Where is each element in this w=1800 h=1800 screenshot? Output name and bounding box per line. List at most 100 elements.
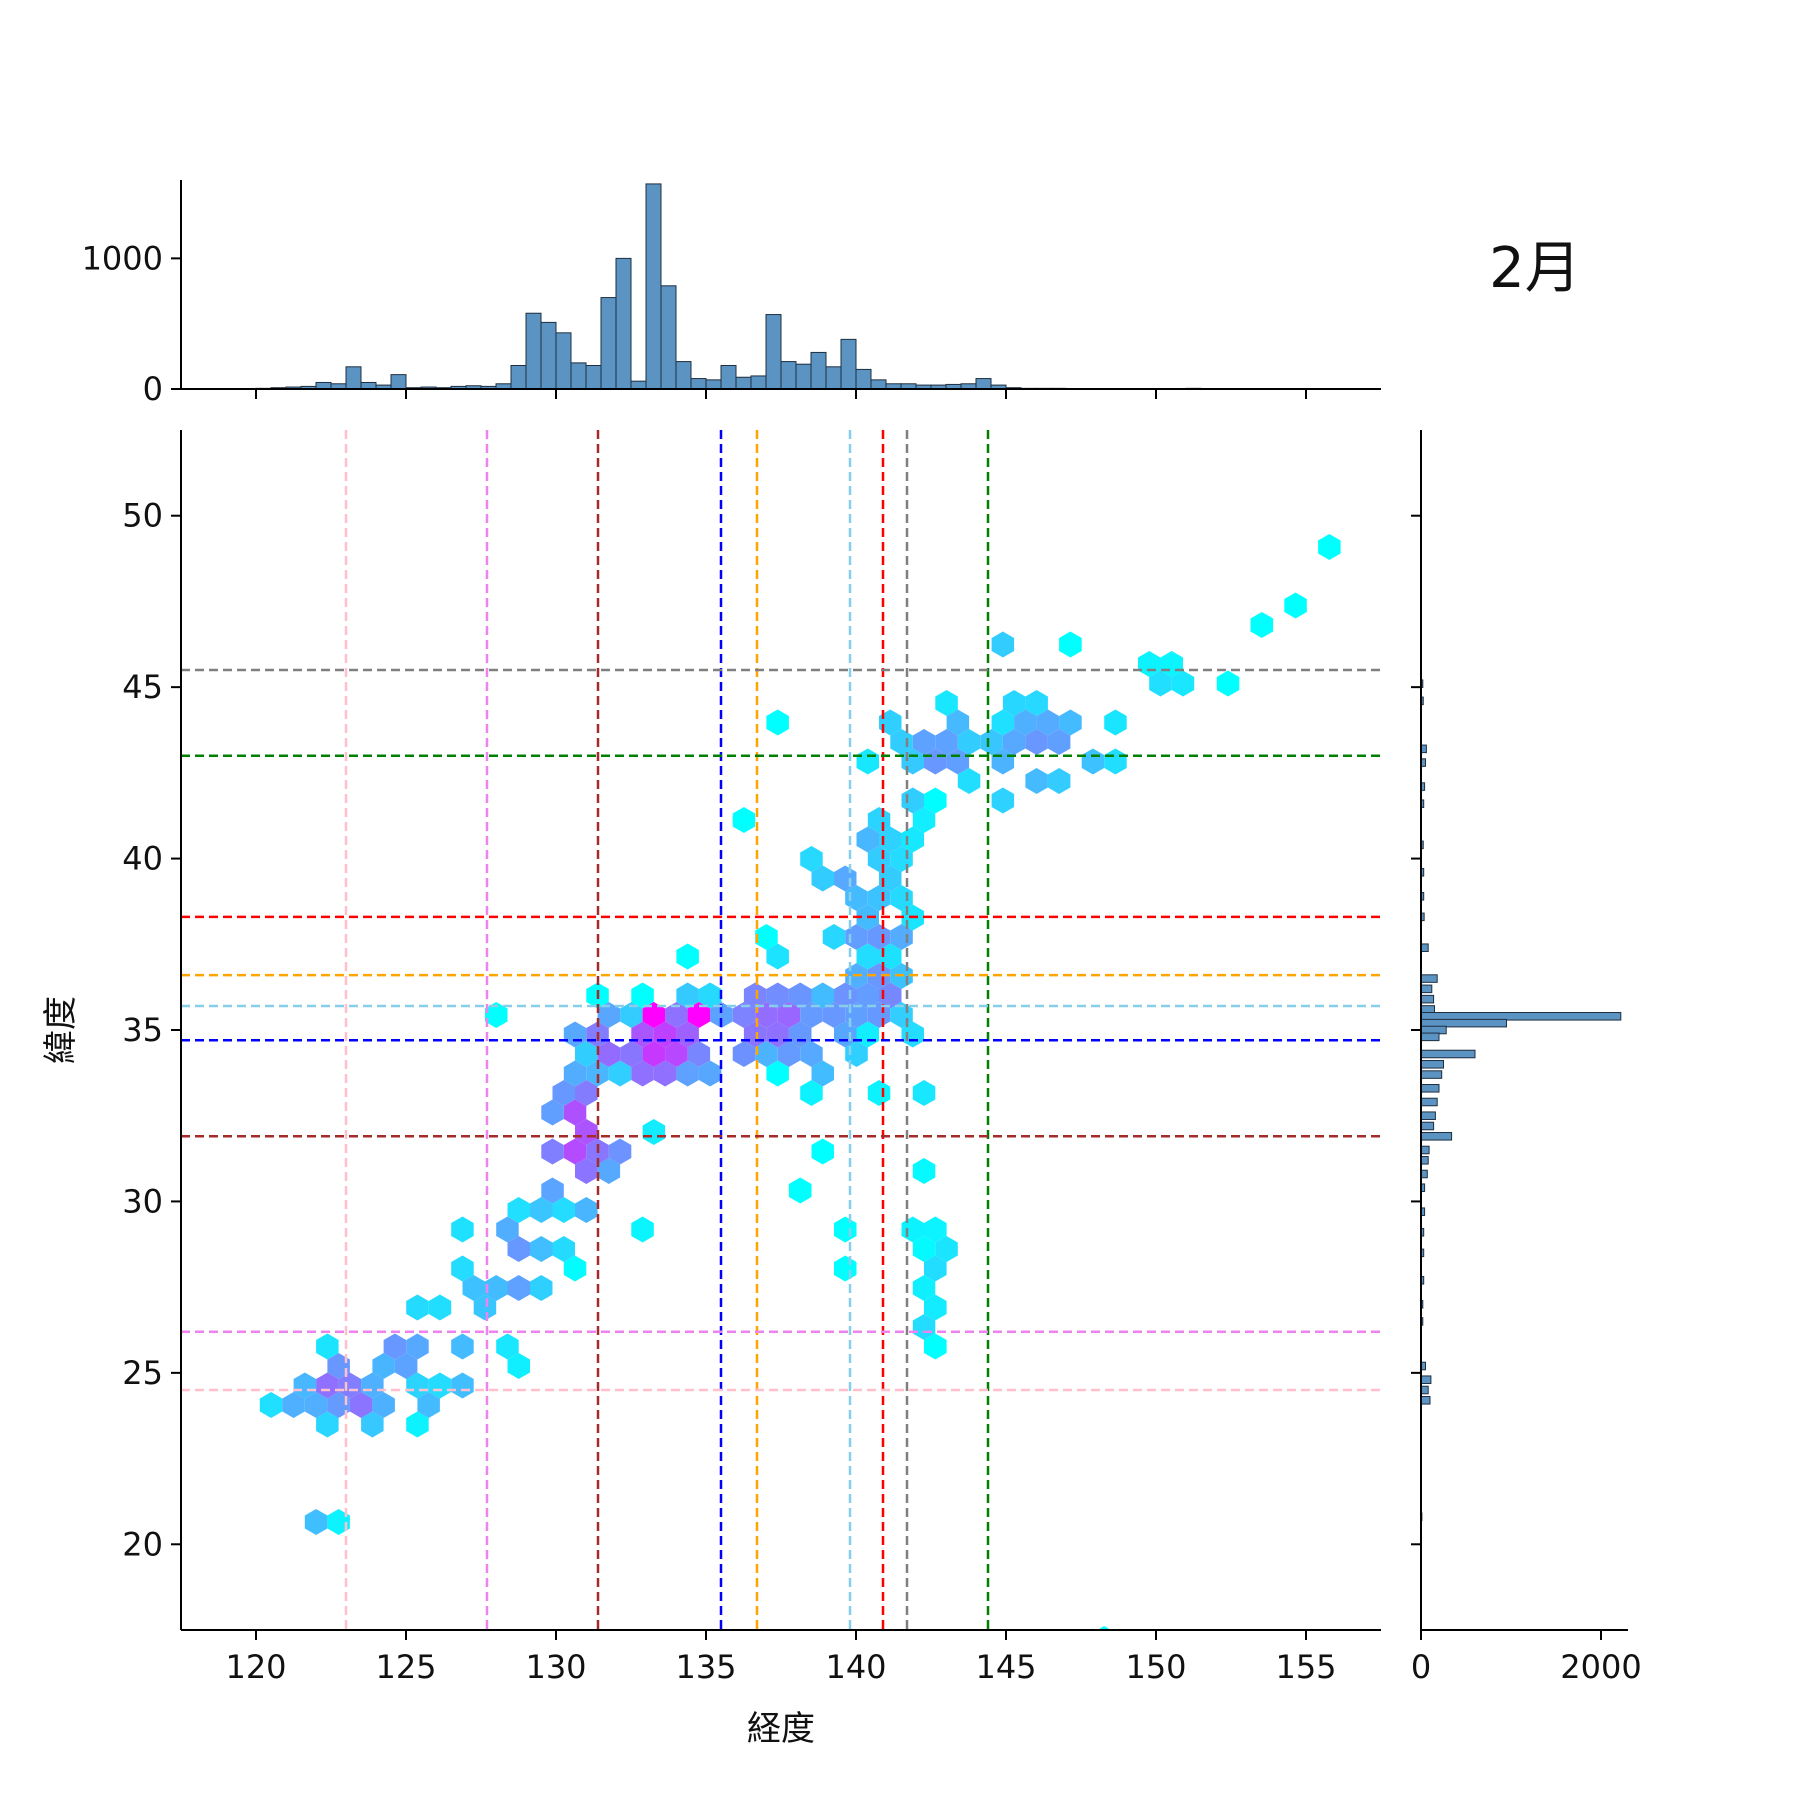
top-hist-bar: [630, 380, 647, 390]
hex-cell: [924, 787, 947, 814]
hex-cell: [1250, 612, 1274, 638]
hex-cell: [563, 1060, 587, 1087]
right-hist-bar: [1420, 1121, 1435, 1131]
hex-cell: [406, 1372, 429, 1399]
right-hist-bar: [1420, 984, 1433, 994]
x-axis-label: 経度: [747, 1709, 815, 1749]
hex-cell: [575, 1080, 598, 1106]
hex-cell: [856, 982, 879, 1009]
hex-cell: [856, 826, 879, 853]
y-tick-label: 20: [122, 1525, 163, 1563]
hex-cell: [530, 1197, 553, 1223]
hex-cell: [541, 1099, 564, 1126]
hex-cell: [653, 1060, 677, 1087]
hex-cell: [879, 943, 902, 970]
hex-cell: [462, 1275, 485, 1301]
hex-cell: [451, 1372, 474, 1399]
hex-cell: [867, 846, 891, 872]
top-hist-bar: [555, 332, 572, 390]
hex-cell: [451, 1333, 474, 1360]
hex-cell: [1104, 748, 1127, 775]
top-hist-bar: [840, 338, 857, 390]
hex-cell: [755, 1041, 778, 1067]
hex-cell: [451, 1255, 474, 1282]
hex-cell: [327, 1353, 350, 1379]
hex-cell: [912, 1158, 936, 1184]
top-hist-bar: [870, 379, 887, 390]
hex-cell: [912, 1275, 936, 1301]
hex-cell: [428, 1294, 452, 1321]
hex-cell: [361, 1411, 384, 1438]
top-histogram-bars: [255, 183, 1202, 390]
hex-cell: [766, 943, 789, 970]
x-tick-label: 135: [675, 1648, 736, 1686]
hex-cell: [991, 631, 1015, 658]
hex-cell: [485, 1002, 508, 1028]
hex-cell: [755, 924, 778, 950]
y-tick-label: 35: [122, 1011, 163, 1049]
y-tick-label: 50: [122, 497, 163, 535]
top-hist-bar: [600, 297, 617, 390]
hex-cell: [563, 1099, 587, 1126]
hex-cell: [620, 1002, 643, 1028]
right-hist-bar: [1420, 1396, 1431, 1405]
x-tick-label: 145: [975, 1648, 1036, 1686]
hex-cell: [811, 982, 834, 1009]
hex-cell: [1059, 631, 1082, 658]
hex-cell: [530, 1236, 553, 1262]
hex-cell: [1025, 768, 1048, 794]
hex-cell: [676, 1060, 699, 1087]
right-hist-bar: [1420, 974, 1438, 983]
hex-cell: [856, 943, 879, 970]
hex-cell: [698, 1060, 722, 1087]
hex-cell: [946, 709, 970, 736]
hex-cell: [800, 1002, 823, 1028]
hex-cell: [406, 1333, 429, 1360]
hex-cell: [642, 1041, 666, 1067]
hex-cell: [507, 1353, 530, 1379]
hex-cell: [890, 729, 913, 755]
hex-cell: [473, 1294, 497, 1321]
right-hist-bar: [1420, 943, 1429, 952]
hex-cell: [665, 1002, 688, 1028]
hex-cell: [924, 1216, 947, 1243]
hex-cell: [867, 885, 891, 911]
hex-cell: [338, 1372, 362, 1399]
hex-cell: [834, 1255, 857, 1282]
hex-cell: [879, 982, 902, 1009]
hex-cell: [912, 1314, 936, 1340]
hex-cell: [924, 1333, 947, 1360]
hex-cell: [811, 1060, 834, 1087]
top-hist-bar: [765, 314, 782, 390]
right-hist-x-ticks: 0 2000: [1411, 1630, 1642, 1686]
top-hist-bar: [540, 321, 557, 390]
hex-cell: [912, 1236, 936, 1262]
hex-cell: [530, 1275, 553, 1301]
hex-cell: [1149, 670, 1172, 697]
right-hist-bar: [1420, 1375, 1432, 1384]
hex-cell: [834, 1216, 857, 1243]
top-hist-bar: [975, 378, 992, 390]
top-hist-bar: [675, 361, 692, 390]
hex-cell: [1081, 748, 1105, 775]
hex-cell: [856, 748, 879, 775]
top-hist-bar: [660, 285, 677, 390]
reference-lines: [181, 430, 1381, 1630]
hex-cell: [575, 1041, 598, 1067]
hex-cell: [597, 1002, 621, 1028]
main-y-ticks: 20 25 30 35 40 45 50: [122, 497, 181, 1563]
top-hist-bar: [855, 368, 872, 390]
top-hist-bar: [750, 375, 767, 390]
hex-cell: [912, 807, 936, 833]
hex-cell: [507, 1275, 530, 1301]
chart-title: 2月: [1489, 236, 1581, 301]
hex-cell: [879, 826, 902, 853]
y-tick-label: 30: [122, 1182, 163, 1220]
hex-cell: [912, 729, 936, 755]
hex-cell: [1171, 670, 1195, 697]
top-hist-bar: [810, 351, 827, 390]
top-hist-bar: [585, 364, 602, 390]
hex-cell: [777, 1002, 801, 1028]
right-hist-bar: [1420, 1385, 1429, 1395]
